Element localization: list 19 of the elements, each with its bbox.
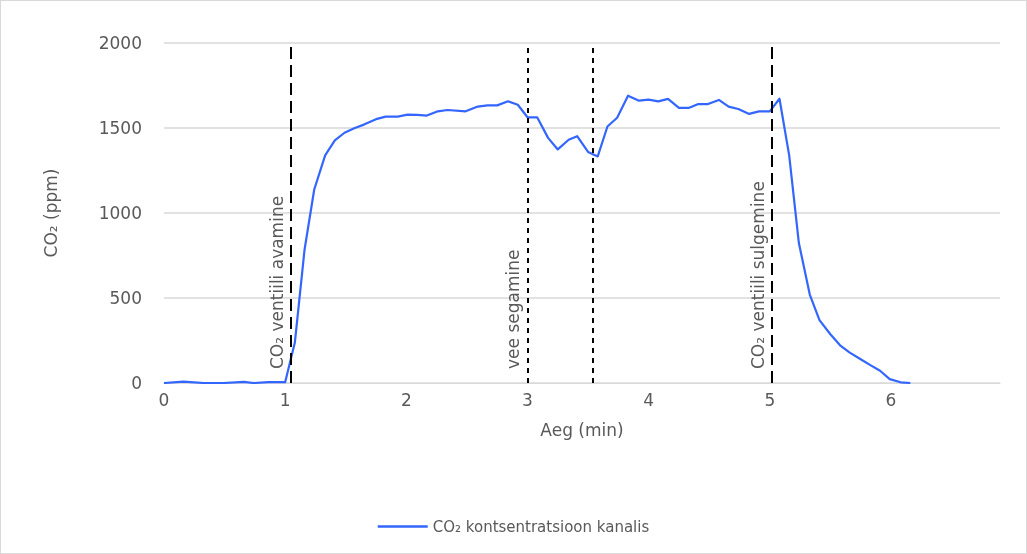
y-tick-label: 1500 xyxy=(98,118,142,138)
y-tick-label: 2000 xyxy=(98,33,142,53)
legend-label: CO₂ kontsentratsioon kanalis xyxy=(432,517,650,536)
ref-line-label: CO₂ ventiili sulgemine xyxy=(747,181,768,369)
x-tick-label: 6 xyxy=(885,389,897,410)
ref-line-label: CO₂ ventiili avamine xyxy=(266,195,287,369)
x-axis-title: Aeg (min) xyxy=(540,419,624,440)
y-tick-label: 500 xyxy=(109,288,142,308)
y-axis-title: CO₂ (ppm) xyxy=(40,168,61,258)
x-tick-label: 2 xyxy=(400,389,412,410)
y-tick-label: 0 xyxy=(131,373,142,393)
x-tick-label: 5 xyxy=(764,389,776,410)
x-tick-label: 0 xyxy=(158,389,170,410)
line-series xyxy=(162,94,912,385)
x-tick-label: 3 xyxy=(522,389,533,410)
ref-line-label: vee segamine xyxy=(502,249,523,369)
x-tick-label: 4 xyxy=(643,389,655,410)
x-tick-label: 1 xyxy=(279,389,291,410)
y-tick-label: 1000 xyxy=(98,203,142,223)
